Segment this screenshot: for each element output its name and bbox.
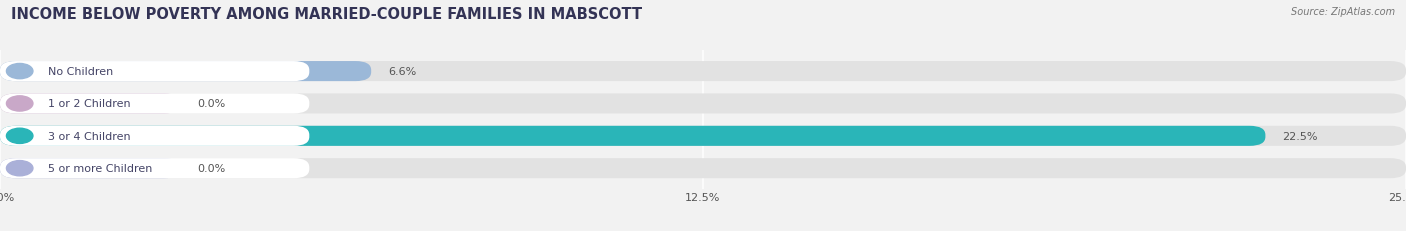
FancyBboxPatch shape <box>0 158 1406 179</box>
Circle shape <box>7 64 32 79</box>
FancyBboxPatch shape <box>0 94 180 114</box>
Text: 0.0%: 0.0% <box>197 99 225 109</box>
FancyBboxPatch shape <box>0 158 180 179</box>
Text: No Children: No Children <box>48 67 112 77</box>
Text: 6.6%: 6.6% <box>388 67 416 77</box>
Text: 5 or more Children: 5 or more Children <box>48 164 152 173</box>
Text: 0.0%: 0.0% <box>197 164 225 173</box>
FancyBboxPatch shape <box>0 126 1265 146</box>
FancyBboxPatch shape <box>0 62 1406 82</box>
Text: 22.5%: 22.5% <box>1282 131 1317 141</box>
Text: 3 or 4 Children: 3 or 4 Children <box>48 131 131 141</box>
FancyBboxPatch shape <box>0 94 309 114</box>
Circle shape <box>7 161 32 176</box>
Circle shape <box>7 129 32 144</box>
FancyBboxPatch shape <box>0 94 1406 114</box>
FancyBboxPatch shape <box>0 126 1406 146</box>
FancyBboxPatch shape <box>0 158 309 179</box>
FancyBboxPatch shape <box>0 62 371 82</box>
Circle shape <box>7 96 32 112</box>
FancyBboxPatch shape <box>0 62 309 82</box>
Text: 1 or 2 Children: 1 or 2 Children <box>48 99 131 109</box>
Text: Source: ZipAtlas.com: Source: ZipAtlas.com <box>1291 7 1395 17</box>
Text: INCOME BELOW POVERTY AMONG MARRIED-COUPLE FAMILIES IN MABSCOTT: INCOME BELOW POVERTY AMONG MARRIED-COUPL… <box>11 7 643 22</box>
FancyBboxPatch shape <box>0 126 309 146</box>
